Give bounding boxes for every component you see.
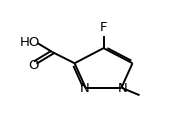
Text: N: N [117,82,127,95]
Text: O: O [29,59,39,72]
Text: N: N [80,82,90,95]
Text: HO: HO [20,36,40,49]
Text: F: F [100,21,107,34]
